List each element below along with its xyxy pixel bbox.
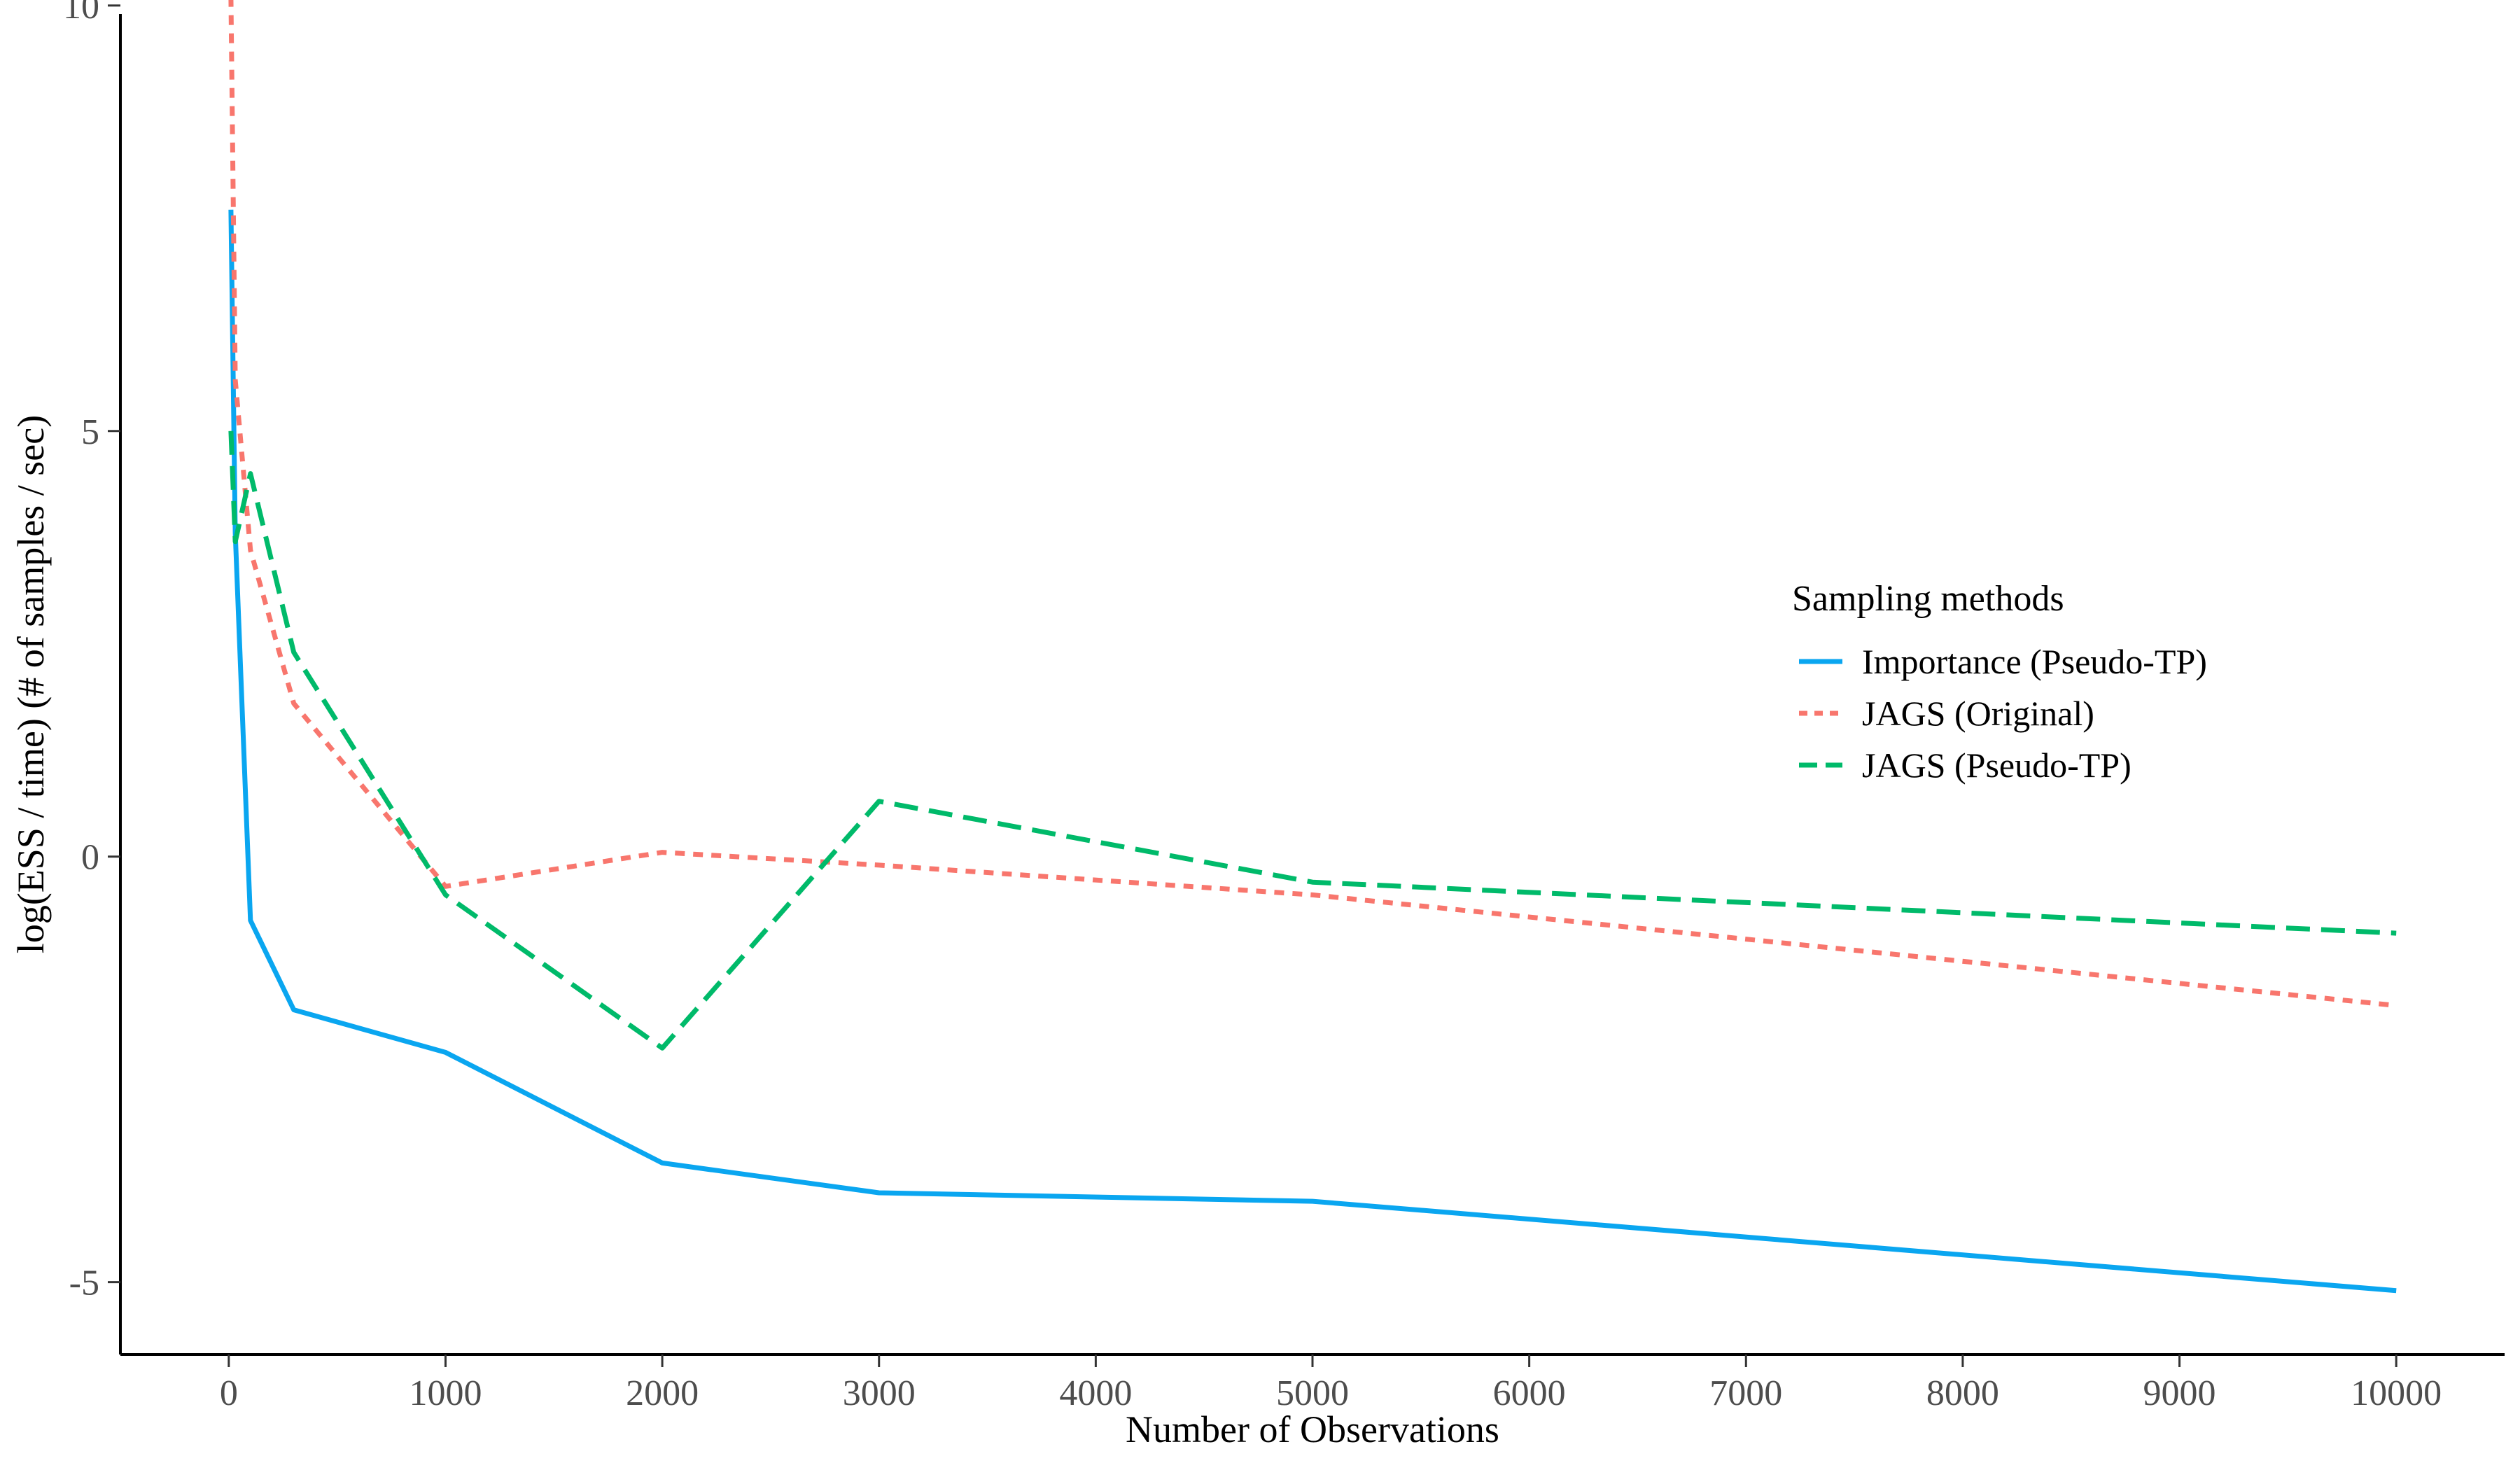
x-tick-label: 9000 — [2143, 1373, 2216, 1413]
legend-label-2: JAGS (Original) — [1862, 694, 2094, 733]
x-tick-label: 4000 — [1059, 1373, 1132, 1413]
legend-title: Sampling methods — [1792, 579, 2064, 619]
y-axis-title: log(ESS / time) (# of samples / sec) — [10, 415, 52, 953]
y-tick-label: 0 — [81, 838, 99, 878]
legend-label-1: Importance (Pseudo-TP) — [1862, 642, 2207, 681]
x-tick-label: 3000 — [843, 1373, 916, 1413]
legend-label-3: JAGS (Pseudo-TP) — [1862, 746, 2132, 785]
series-line-1 — [228, 209, 2397, 1294]
legend: Sampling methods Importance (Pseudo-TP) J… — [1792, 579, 2207, 785]
x-tick-label: 10000 — [2351, 1373, 2442, 1413]
x-tick-label: 1000 — [409, 1373, 482, 1413]
x-tick-label: 0 — [220, 1373, 238, 1413]
x-tick-label: 7000 — [1709, 1373, 1782, 1413]
series-line-3 — [228, 430, 2397, 1051]
axes: 0 1000 2000 3000 4000 5000 6000 7000 8000 9000 100… — [63, 0, 2505, 1413]
series-layer — [228, 0, 2397, 1294]
y-tick-label: 10 — [63, 0, 99, 27]
series-line-2 — [228, 0, 2397, 1008]
y-axis-title-group: log(ESS / time) (# of samples / sec) — [10, 415, 52, 953]
x-tick-label: 8000 — [1926, 1373, 1999, 1413]
y-tick-label: 5 — [81, 412, 99, 452]
x-tick-label: 6000 — [1493, 1373, 1566, 1413]
x-tick-label: 2000 — [626, 1373, 699, 1413]
x-axis-title: Number of Observations — [1126, 1408, 1499, 1450]
y-tick-label: -5 — [69, 1264, 99, 1303]
x-tick-label: 5000 — [1276, 1373, 1349, 1413]
